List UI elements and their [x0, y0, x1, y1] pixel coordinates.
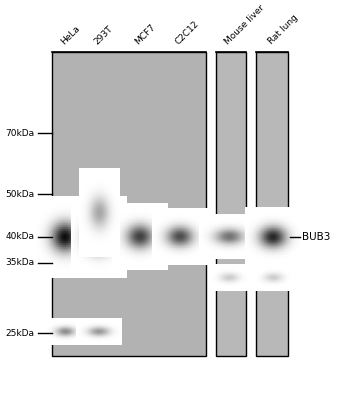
Text: 35kDa: 35kDa: [6, 258, 35, 267]
Text: 70kDa: 70kDa: [6, 129, 35, 138]
Text: 293T: 293T: [93, 24, 115, 46]
Text: Rat lung: Rat lung: [267, 13, 300, 46]
FancyBboxPatch shape: [52, 52, 206, 356]
Text: 25kDa: 25kDa: [6, 329, 35, 338]
Text: 50kDa: 50kDa: [6, 190, 35, 199]
Text: C2C12: C2C12: [174, 19, 201, 46]
FancyBboxPatch shape: [256, 52, 289, 356]
Text: HeLa: HeLa: [59, 24, 81, 46]
Text: BUB3: BUB3: [302, 232, 330, 242]
Text: 40kDa: 40kDa: [6, 232, 35, 242]
Text: MCF7: MCF7: [133, 22, 157, 46]
Text: Mouse liver: Mouse liver: [223, 3, 266, 46]
FancyBboxPatch shape: [216, 52, 246, 356]
